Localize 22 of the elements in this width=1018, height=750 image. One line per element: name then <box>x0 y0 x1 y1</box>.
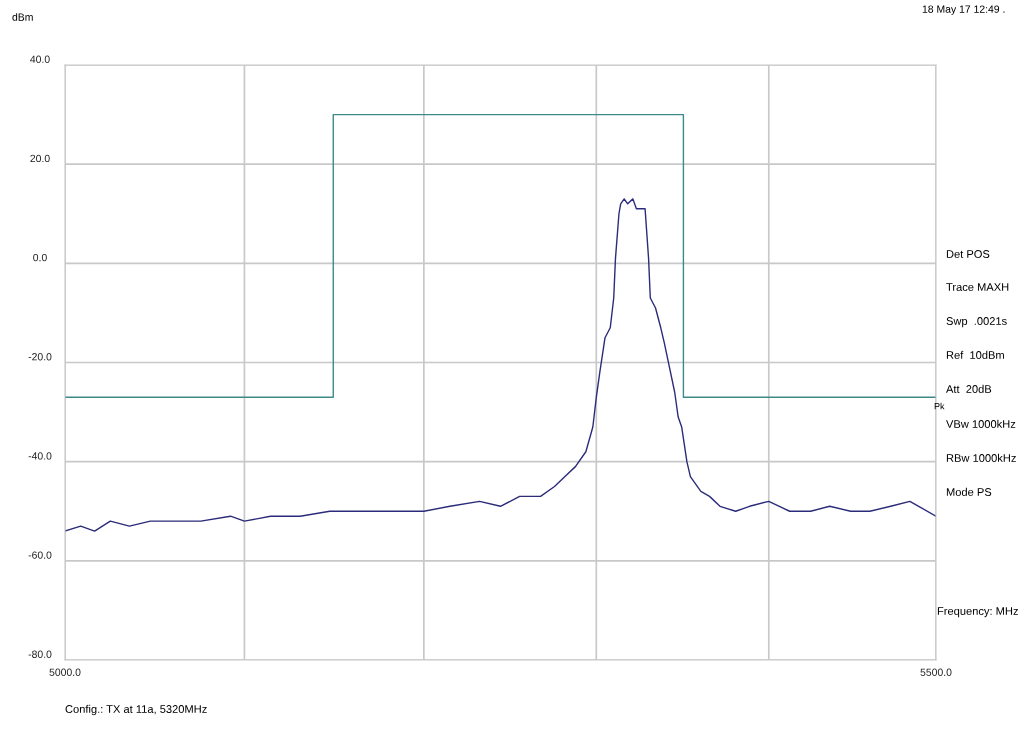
y-tick-label: -60.0 <box>28 551 52 559</box>
x-axis-title: Frequency: MHz <box>937 607 1018 618</box>
text: RBw 1000kHz <box>946 453 1016 462</box>
y-tick-label: -20.0 <box>28 353 52 361</box>
text: Trace MAXH <box>946 283 1009 291</box>
text: Ref 10dBm <box>946 350 1004 359</box>
y-tick-label: -80.0 <box>28 650 52 658</box>
text: Mode PS <box>946 487 992 496</box>
text: Swp .0021s <box>946 317 1007 328</box>
x-tick-label: 5000.0 <box>49 668 81 676</box>
y-axis-title: dBm <box>12 13 33 21</box>
x-tick-label: 5500.0 <box>920 668 952 676</box>
y-tick-label: -40.0 <box>28 452 52 460</box>
text: 18 May 17 12:49 . <box>922 5 1005 15</box>
y-tick-label: 40.0 <box>30 55 50 63</box>
y-tick-label: 0.0 <box>33 253 47 262</box>
annotation: Pk <box>934 402 945 410</box>
text: VBw 1000kHz <box>946 419 1016 428</box>
text: Det POS <box>946 250 990 258</box>
y-tick-label: 20.0 <box>30 154 50 163</box>
text: Config.: TX at 11a, 5320MHz <box>65 704 207 716</box>
text: Att 20dB <box>946 384 992 393</box>
